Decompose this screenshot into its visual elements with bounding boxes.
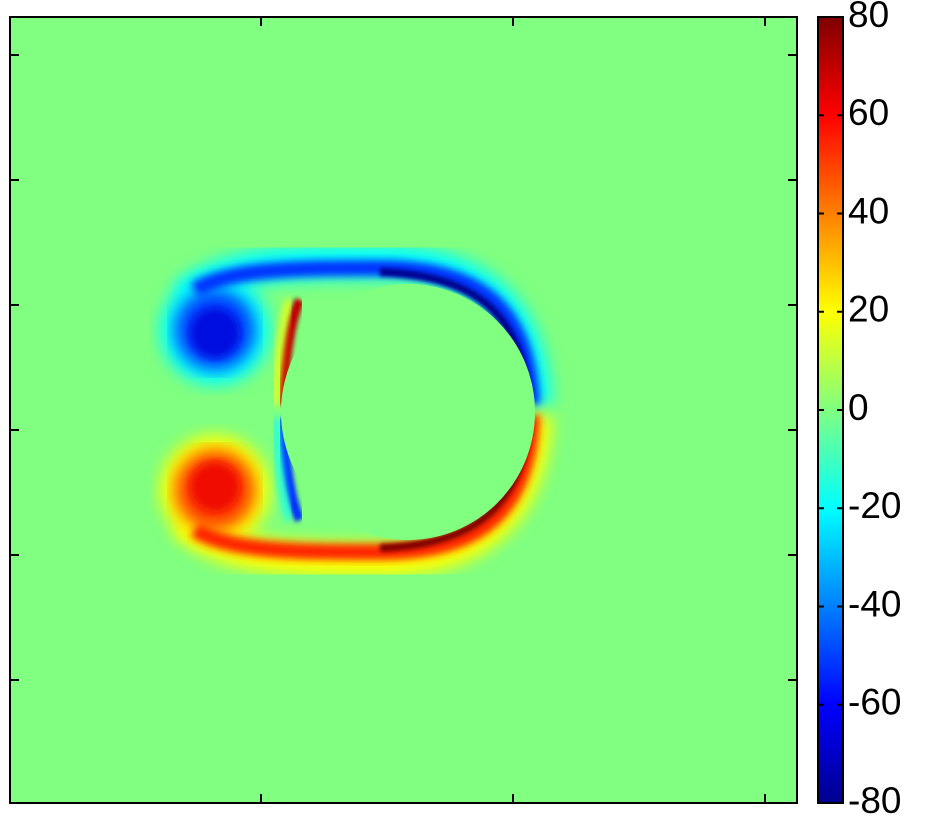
- vorticity-field: [10, 17, 797, 803]
- colorbar-tick-label: 40: [848, 190, 889, 231]
- colorbar-tick-label: -80: [848, 780, 901, 821]
- colorbar-tick-label: -60: [848, 682, 901, 723]
- colorbar-tick-label: 60: [848, 92, 889, 133]
- colorbar-tick-label: 20: [848, 289, 889, 330]
- plot-frame: [9, 16, 798, 804]
- colorbar-tick-label: 0: [848, 387, 869, 428]
- colorbar-tick-label: -20: [848, 485, 901, 526]
- cylinder: [281, 284, 535, 540]
- colorbar-tick-label: -40: [848, 583, 901, 624]
- colorbar-tick-label: 80: [848, 0, 889, 35]
